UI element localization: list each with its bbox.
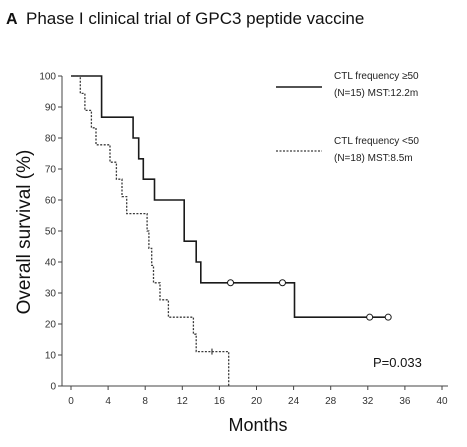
- y-tick-label: 60: [45, 196, 57, 207]
- x-tick-label: 20: [251, 396, 263, 407]
- y-tick-label: 10: [45, 351, 57, 362]
- y-tick-label: 50: [45, 227, 57, 238]
- x-tick-label: 32: [362, 396, 374, 407]
- x-tick-label: 36: [399, 396, 411, 407]
- x-tick-label: 40: [436, 396, 448, 407]
- chart-title: Phase I clinical trial of GPC3 peptide v…: [26, 9, 364, 28]
- x-tick-label: 8: [142, 396, 148, 407]
- x-tick-label: 4: [105, 396, 111, 407]
- y-tick-label: 70: [45, 165, 57, 176]
- legend: CTL frequency ≥50 (N=15) MST:12.2m CTL f…: [276, 71, 419, 164]
- x-tick-label: 24: [288, 396, 300, 407]
- legend-detail-ctl-low: (N=18) MST:8.5m: [334, 153, 413, 164]
- y-axis-ticks: 0 10 20 30 40 50 60 70 80 90 100: [39, 72, 62, 393]
- censor-marks: [211, 279, 392, 355]
- x-axis-label: Months: [228, 415, 287, 435]
- y-tick-label: 0: [50, 382, 56, 393]
- censor-mark: [227, 279, 235, 287]
- x-tick-label: 0: [68, 396, 74, 407]
- y-axis-label: Overall survival (%): [14, 150, 35, 315]
- y-tick-label: 80: [45, 134, 57, 145]
- censor-mark: [278, 279, 286, 287]
- panel-letter: A: [6, 11, 18, 28]
- x-tick-label: 12: [177, 396, 189, 407]
- y-tick-label: 100: [39, 72, 56, 83]
- legend-label-ctl-low: CTL frequency <50: [334, 136, 419, 147]
- censor-mark: [366, 313, 374, 321]
- survival-curve-ctl-high: [71, 75, 389, 318]
- survival-curve-ctl-low: [71, 75, 230, 386]
- y-tick-label: 90: [45, 103, 57, 114]
- legend-label-ctl-high: CTL frequency ≥50: [334, 71, 419, 82]
- censor-mark: [384, 313, 392, 321]
- y-tick-label: 20: [45, 320, 57, 331]
- x-axis-ticks: 0 4 8 12 16 20 24 28 32 36 40: [68, 386, 448, 407]
- y-tick-label: 30: [45, 289, 57, 300]
- survival-curves: [71, 75, 389, 386]
- legend-detail-ctl-high: (N=15) MST:12.2m: [334, 88, 418, 99]
- y-tick-label: 40: [45, 258, 57, 269]
- x-tick-label: 28: [325, 396, 337, 407]
- x-tick-label: 16: [214, 396, 226, 407]
- p-value-annotation: P=0.033: [373, 355, 422, 370]
